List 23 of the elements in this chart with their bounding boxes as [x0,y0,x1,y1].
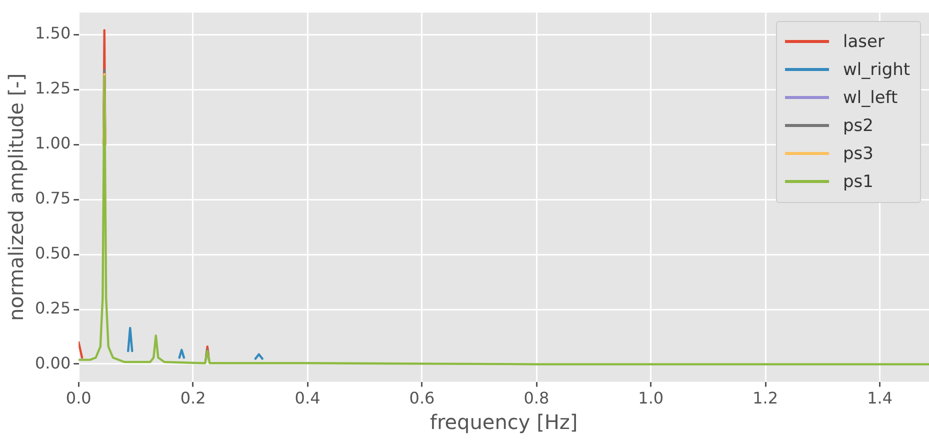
x-tick-label: 1.0 [638,388,664,408]
legend-label: wl_left [843,88,898,108]
legend-label: ps3 [843,144,874,164]
x-tick-label: 0.8 [524,388,550,408]
x-tick-label: 0.2 [180,388,206,408]
x-tick-label: 0.0 [66,388,92,408]
y-tick-label: 1.50 [35,24,71,43]
legend-label: ps1 [843,172,874,192]
x-tick-label: 1.4 [867,388,893,408]
y-tick-label: 0.00 [35,353,71,372]
y-tick-label: 0.75 [35,188,71,208]
y-tick-label: 1.25 [35,78,71,98]
x-axis-title: frequency [Hz] [430,410,578,434]
y-tick-label: 0.25 [35,298,71,318]
legend-label: wl_right [843,60,910,80]
y-tick-label: 0.50 [35,243,71,262]
x-tick-label: 0.4 [294,388,320,408]
x-tick-label: 0.6 [409,388,435,408]
legend-label: laser [843,32,884,52]
y-axis-title: normalized amplitude [-] [4,73,28,322]
legend-label: ps2 [843,116,874,136]
x-tick-label: 1.2 [752,388,778,408]
y-tick-label: 1.00 [35,134,71,153]
